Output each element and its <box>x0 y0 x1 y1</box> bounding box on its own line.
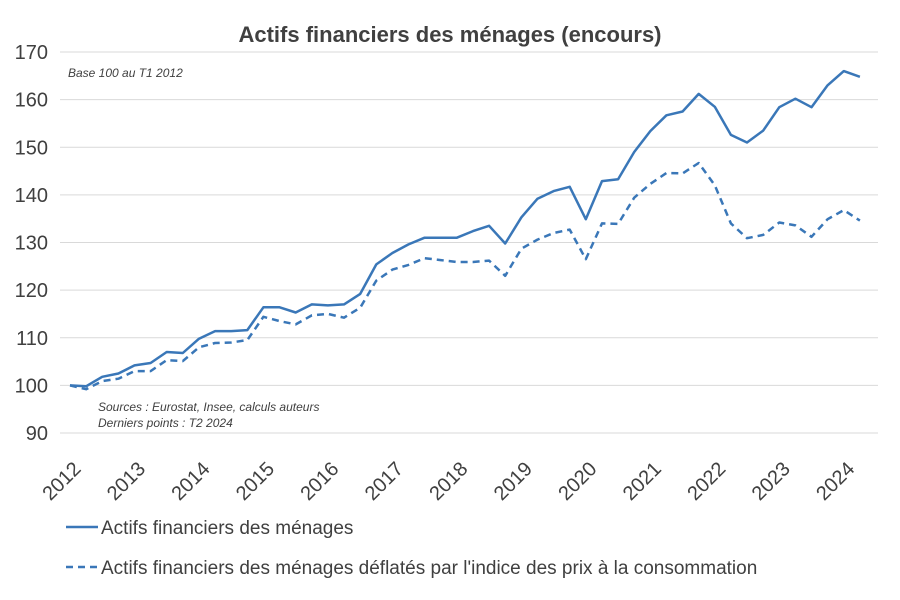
x-tick-label: 2017 <box>361 458 408 505</box>
y-tick-label: 140 <box>15 185 48 207</box>
y-tick-label: 90 <box>26 423 48 445</box>
x-tick-label: 2024 <box>812 458 859 505</box>
x-tick-label: 2015 <box>232 458 279 505</box>
series-line-deflated <box>69 161 861 391</box>
x-tick-label: 2023 <box>748 458 795 505</box>
legend: Actifs financiers des ménages Actifs fin… <box>66 518 757 579</box>
x-tick-label: 2019 <box>490 458 537 505</box>
sources-note: Sources : Eurostat, Insee, calculs auteu… <box>98 400 319 414</box>
y-tick-label: 150 <box>15 137 48 159</box>
y-tick-label: 160 <box>15 90 48 112</box>
x-tick-label: 2020 <box>554 458 601 505</box>
y-tick-label: 130 <box>15 233 48 255</box>
last-points-note: Derniers points : T2 2024 <box>98 416 233 430</box>
series-line-nominal <box>69 69 861 388</box>
y-tick-label: 170 <box>15 42 48 64</box>
x-axis-ticks: 2012 2013 2014 2015 2016 2017 2018 2019 2020 2021… <box>39 458 860 505</box>
gridlines <box>60 51 878 434</box>
y-axis-ticks: 90 100 110 120 130 140 150 160 170 <box>15 42 48 445</box>
legend-label-solid: Actifs financiers des ménages <box>101 518 353 539</box>
x-tick-label: 2021 <box>619 458 666 505</box>
x-tick-label: 2014 <box>167 458 214 505</box>
chart-title: Actifs financiers des ménages (encours) <box>238 22 661 47</box>
x-tick-label: 2013 <box>103 458 150 505</box>
series-lines <box>69 69 861 391</box>
x-tick-label: 2022 <box>683 458 730 505</box>
x-tick-label: 2012 <box>39 458 86 505</box>
x-tick-label: 2016 <box>296 458 343 505</box>
base-note: Base 100 au T1 2012 <box>68 66 183 80</box>
x-tick-label: 2018 <box>425 458 472 505</box>
legend-label-dashed: Actifs financiers des ménages déflatés p… <box>101 558 757 579</box>
y-tick-label: 110 <box>16 328 48 350</box>
y-tick-label: 100 <box>15 375 48 397</box>
y-tick-label: 120 <box>15 280 48 302</box>
